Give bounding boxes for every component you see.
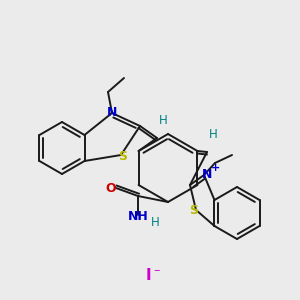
Text: S: S [190,205,199,218]
Text: N: N [107,106,117,118]
Text: +: + [212,163,220,173]
Text: NH: NH [128,211,148,224]
Text: I: I [145,268,151,283]
Text: S: S [118,149,127,163]
Text: O: O [106,182,116,194]
Text: H: H [159,113,167,127]
Text: H: H [151,215,159,229]
Text: H: H [208,128,217,142]
Text: ⁻: ⁻ [153,268,159,281]
Text: N: N [202,167,212,181]
